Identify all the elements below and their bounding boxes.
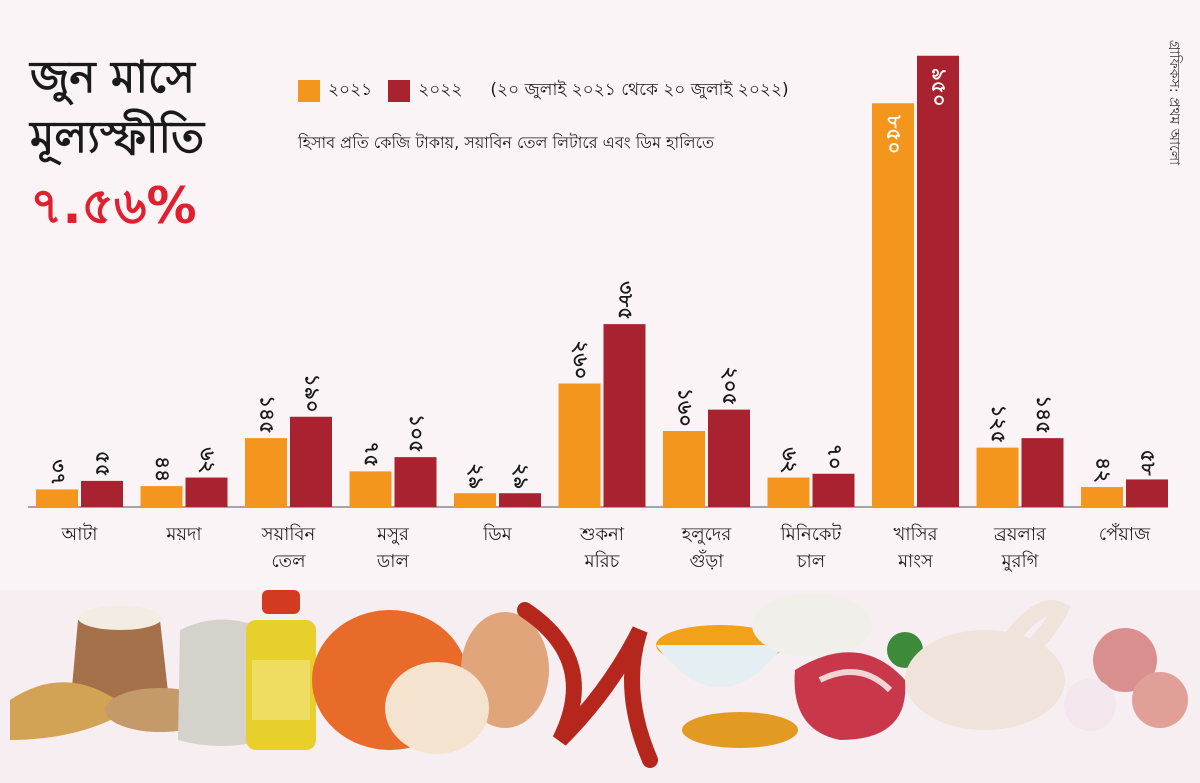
value-label-1-4: ২৯ [510,463,534,489]
egg-white-icon [385,662,489,754]
legend-label-2022: ২০২২ [418,80,463,100]
bar-1-8 [917,55,959,507]
value-label-0-0: ৩৭ [47,459,71,485]
legend-period: (২০ জুলাই ২০২১ থেকে ২০ জুলাই ২০২২) [490,80,789,100]
chart-legend: ২০২১ ২০২২ (২০ জুলাই ২০২১ থেকে ২০ জুলাই ২… [298,78,789,104]
headline-line1: জুন মাসে [30,52,195,103]
value-label-1-10: ৫৮ [1137,449,1161,476]
bar-0-9 [976,447,1019,507]
category-label-2-1: তেল [271,551,306,572]
bar-chart: ৩৭ ৫৫ আটা ৪৪ ৬২ ময়দা ১৪৫ ১৯০ সয়াবিন তেল ৭৫ ১০৫ মসু… [28,55,1168,572]
value-label-0-1: ৪৪ [151,456,175,482]
headline-line2: মূল্যস্ফীতি [30,112,205,163]
category-label-9-1: মুরগি [1001,551,1040,572]
bar-1-6 [708,409,750,507]
value-label-0-6: ১৬০ [674,388,698,427]
value-label-0-10: ৪২ [1092,457,1116,483]
category-label-5-1: মরিচ [584,551,620,572]
onion-slice-icon [1064,679,1116,731]
category-label-1-0: ময়দা [165,524,202,545]
chart-subtitle: হিসাব প্রতি কেজি টাকায়, সয়াবিন তেল লিট… [298,133,715,152]
value-label-1-8: ৯৫০ [928,68,952,107]
bar-1-10 [1126,479,1168,507]
legend-swatch-2022 [388,80,411,102]
bar-1-5 [603,324,646,507]
category-label-8-0: খাসির [894,524,939,545]
white-sack-icon [178,619,266,746]
category-label-2-0: সয়াবিন [261,524,316,545]
category-label-6-0: হলুদের [681,524,733,545]
bar-0-4 [454,493,496,507]
bar-0-5 [558,383,601,507]
category-label-8-1: মাংস [897,551,934,572]
turmeric-roots-icon [682,712,798,748]
bar-0-7 [767,477,810,507]
value-label-0-9: ১২৫ [987,405,1011,444]
chili-icon [517,602,658,768]
oil-cap-icon [262,590,300,614]
chicken-leg-icon [1002,600,1071,658]
bar-1-2 [290,416,332,507]
value-label-0-7: ৬২ [778,448,802,474]
graphics-credit: গ্রাফিকস: প্রথম আলো [1166,40,1182,166]
value-label-1-7: ৭০ [823,444,847,470]
onion-2-icon [1132,672,1188,728]
value-label-1-1: ৬২ [196,448,220,474]
bar-1-3 [394,457,437,507]
mutton-fat-icon [818,669,893,693]
value-label-1-3: ১০৫ [405,414,429,453]
value-label-0-5: ২৬০ [569,340,593,379]
bar-1-9 [1021,438,1064,507]
value-label-0-2: ১৪৫ [256,395,280,434]
wheat-icon [10,682,130,740]
rice-icon [752,593,872,657]
category-label-9-0: ব্রয়লার [993,524,1047,545]
bar-1-4 [499,493,541,507]
legend-swatch-2021 [298,80,320,102]
onion-icon [1093,628,1157,692]
value-label-0-3: ৭৫ [360,441,384,467]
mutton-icon [794,652,906,740]
food-photo-strip [0,590,1200,783]
value-label-1-0: ৫৫ [92,451,116,477]
flour-top-icon [78,606,162,630]
value-label-1-9: ১৪৫ [1032,395,1056,434]
category-label-5-0: শুকনা [579,524,625,545]
bar-1-0 [81,480,123,507]
bar-0-8 [872,103,914,507]
category-label-7-0: মিনিকেট [780,523,843,545]
category-label-3-1: ডাল [376,551,409,572]
bar-0-0 [36,489,78,507]
bar-1-7 [812,473,855,507]
category-label-6-1: গুঁড়া [689,550,724,572]
legend-label-2021: ২০২১ [328,80,373,100]
headline: জুন মাসে মূল্যস্ফীতি ৭.৫৬% [30,48,290,244]
turmeric-bowl-icon [656,645,784,688]
value-label-0-4: ২৯ [465,463,489,489]
legend-item-2021: ২০২১ [298,77,372,105]
bar-0-3 [349,471,392,507]
bar-0-10 [1081,487,1123,507]
bar-0-2 [245,438,287,507]
category-label-3-0: মসুর [376,524,410,545]
value-label-1-6: ২০৫ [719,367,743,406]
category-label-0-0: আটা [60,523,98,545]
inflation-rate: ৭.৫৬% [30,177,197,235]
category-label-4-0: ডিম [482,524,512,545]
value-label-1-2: ১৯০ [301,374,325,413]
value-label-1-5: ৩৮৫ [614,281,638,320]
oil-shine-icon [252,660,310,720]
bar-1-1 [185,477,228,507]
category-label-7-1: চাল [796,551,826,572]
bar-0-1 [140,486,183,507]
legend-item-2022: ২০২২ [388,77,462,105]
bar-0-6 [663,431,705,507]
value-label-0-8: ৮৫০ [883,114,907,154]
category-label-10-0: পেঁয়াজ [1099,523,1151,545]
